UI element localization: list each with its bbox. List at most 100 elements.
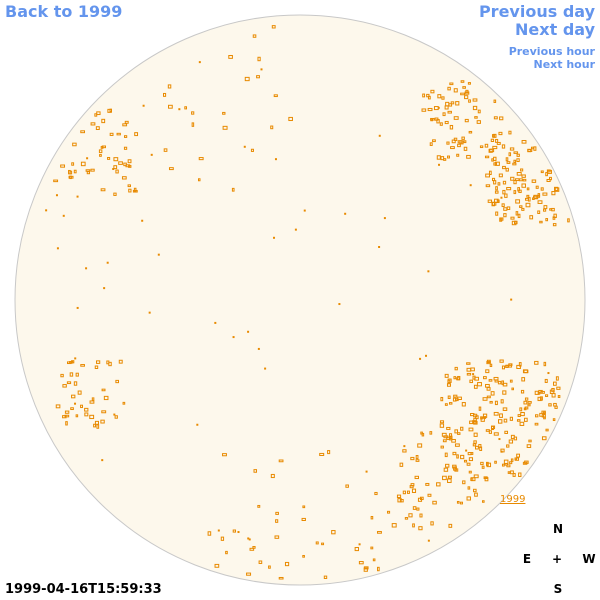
speck — [495, 211, 499, 216]
speck — [521, 140, 527, 144]
speck — [70, 407, 74, 411]
speck — [436, 155, 441, 160]
speck — [430, 118, 434, 122]
speck — [462, 480, 466, 485]
speck — [60, 373, 64, 378]
speck — [513, 151, 519, 154]
speck — [556, 386, 561, 390]
speck — [448, 437, 453, 441]
speck — [80, 404, 83, 409]
speck — [69, 175, 72, 180]
speck — [399, 499, 404, 503]
back-link[interactable]: Back to 1999 — [5, 2, 123, 21]
speck — [521, 377, 526, 382]
speck — [528, 439, 532, 443]
speck — [488, 170, 492, 176]
speck — [414, 475, 419, 480]
speck — [122, 123, 128, 127]
speck — [66, 381, 72, 385]
speck — [466, 496, 471, 501]
speck — [275, 519, 279, 523]
speck — [253, 469, 258, 473]
speck — [489, 148, 495, 153]
speck — [446, 141, 450, 145]
speck — [545, 394, 549, 397]
speck — [503, 418, 508, 423]
speck — [537, 193, 541, 197]
speck — [499, 359, 504, 363]
speck — [246, 572, 252, 576]
speck — [473, 474, 479, 479]
speck — [427, 539, 430, 542]
speck — [498, 173, 503, 178]
speck — [470, 477, 476, 482]
speck — [278, 576, 284, 580]
speck — [475, 415, 479, 420]
speck — [274, 535, 280, 539]
speck — [71, 360, 75, 364]
speck — [501, 203, 505, 208]
speck — [134, 132, 139, 137]
speck — [56, 247, 59, 250]
speck — [446, 426, 451, 430]
speck — [490, 138, 495, 143]
speck — [75, 414, 79, 418]
speck — [80, 364, 85, 367]
speck — [248, 538, 251, 541]
speck — [439, 423, 445, 428]
speck — [103, 395, 109, 401]
speck — [100, 188, 106, 192]
speck — [391, 523, 397, 528]
speck — [525, 202, 531, 208]
speck — [460, 426, 464, 431]
speck — [106, 261, 109, 264]
speck — [437, 94, 442, 99]
speck — [468, 470, 472, 474]
speck — [504, 462, 509, 466]
previous-hour-link[interactable]: Previous hour — [508, 45, 595, 58]
speck — [358, 543, 361, 546]
speck — [258, 560, 263, 564]
speck — [510, 216, 515, 220]
speck — [453, 376, 457, 380]
speck — [191, 122, 195, 127]
speck — [516, 453, 521, 458]
speck — [496, 199, 500, 203]
next-hour-link[interactable]: Next hour — [533, 58, 596, 71]
speck — [446, 383, 451, 387]
speck — [437, 106, 440, 109]
speck — [448, 523, 453, 528]
previous-day-link[interactable]: Previous day — [478, 2, 595, 21]
speck — [517, 187, 520, 192]
speck — [71, 394, 76, 399]
speck — [198, 157, 204, 161]
speck — [457, 375, 461, 381]
speck — [101, 410, 107, 414]
speck — [444, 373, 449, 378]
speck — [465, 449, 468, 452]
speck — [482, 500, 485, 503]
speck — [453, 137, 458, 141]
speck — [473, 488, 477, 493]
compass-west: W — [582, 552, 596, 566]
speck — [506, 444, 510, 448]
speck — [485, 369, 490, 374]
speck — [264, 367, 267, 370]
speck — [432, 139, 436, 143]
speck — [74, 357, 77, 360]
speck — [440, 445, 444, 449]
speck — [436, 482, 441, 487]
speck — [271, 25, 276, 29]
speck — [321, 542, 325, 546]
year-link[interactable]: 1999 — [500, 494, 526, 505]
speck — [257, 504, 261, 508]
speck — [84, 412, 89, 417]
speck — [441, 432, 447, 437]
active-regions — [45, 25, 570, 580]
compass-north: N — [552, 522, 564, 536]
speck — [101, 459, 104, 462]
speck — [122, 401, 126, 405]
next-day-link[interactable]: Next day — [515, 20, 595, 39]
speck — [540, 170, 544, 174]
speck — [142, 104, 145, 107]
